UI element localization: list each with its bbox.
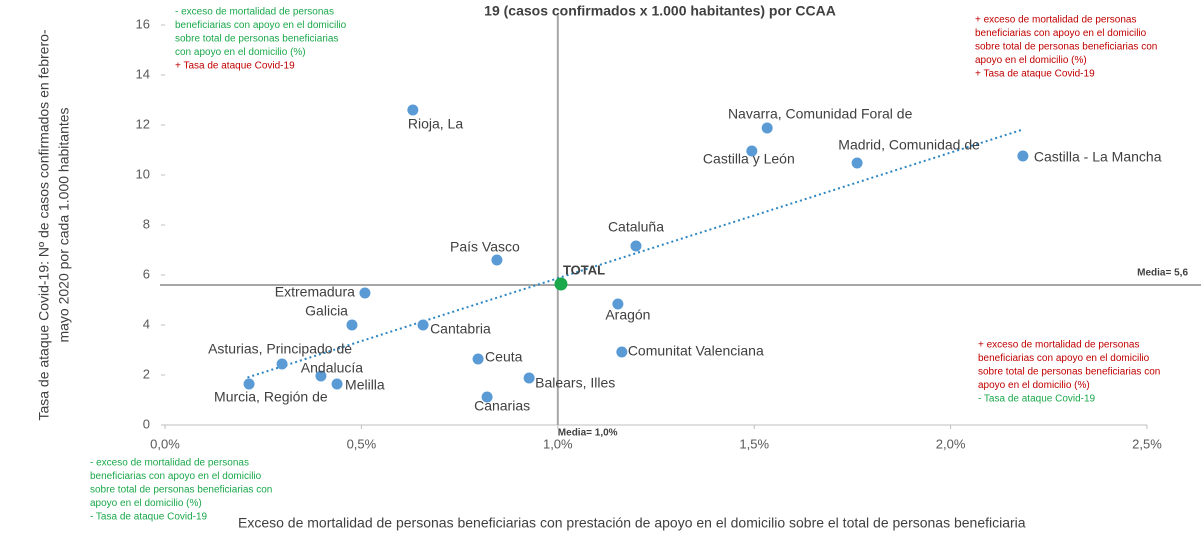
point — [851, 157, 863, 169]
point-label: Balears, Illes — [535, 375, 615, 391]
y-tick-label: 6 — [143, 266, 150, 281]
quadrant-note: sobre total de personas beneficiarias co… — [978, 367, 1160, 378]
y-tick-label: 0 — [143, 416, 150, 431]
quadrant-note: apoyo en el domicilio (%) — [975, 55, 1087, 66]
y-tick-label: 4 — [143, 316, 150, 331]
y-tick-label: 10 — [136, 166, 150, 181]
point-label: Rioja, La — [408, 116, 463, 132]
quadrant-note: - exceso de mortalidad de personas — [175, 7, 334, 18]
point — [359, 287, 371, 299]
total-point — [554, 277, 568, 291]
point — [346, 319, 358, 331]
quadrant-note: beneficiarias con apoyo en el domicilio — [975, 28, 1147, 39]
point-label: Castilla - La Mancha — [1034, 149, 1162, 165]
point — [491, 254, 503, 266]
x-tick-label: 0,5% — [347, 436, 377, 451]
point — [616, 346, 628, 358]
quadrant-note: beneficiarias con apoyo en el domicilio — [175, 20, 347, 31]
point — [612, 298, 624, 310]
point — [761, 122, 773, 134]
y-tick-label: 2 — [143, 366, 150, 381]
point — [331, 378, 343, 390]
point-label: Extremadura — [275, 284, 355, 300]
quadrant-note: con apoyo en el domicilio (%) — [175, 47, 306, 58]
point — [630, 240, 642, 252]
y-tick-label: 12 — [136, 116, 150, 131]
quadrant-note: sobre total de personas beneficiarias co… — [975, 42, 1157, 53]
point — [417, 319, 429, 331]
quadrant-note: sobre total de personas beneficiarias co… — [90, 485, 272, 496]
point-label: Melilla — [345, 377, 385, 393]
point — [481, 391, 493, 403]
total-label: TOTAL — [563, 262, 605, 277]
y-tick-label: 14 — [136, 66, 150, 81]
y-tick-label: 16 — [136, 16, 150, 31]
x-tick-label: 1,0% — [543, 436, 573, 451]
point — [746, 145, 758, 157]
quadrant-note: + Tasa de ataque Covid-19 — [175, 61, 295, 72]
quadrant-note: - Tasa de ataque Covid-19 — [90, 512, 208, 523]
point — [1017, 150, 1029, 162]
quadrant-note: apoyo en el domicilio (%) — [90, 498, 202, 509]
quadrant-note: - Tasa de ataque Covid-19 — [978, 394, 1096, 405]
point — [407, 104, 419, 116]
quadrant-note: + Tasa de ataque Covid-19 — [975, 69, 1095, 80]
point-label: Murcia, Región de — [214, 389, 328, 405]
x-tick-label: 1,5% — [739, 436, 769, 451]
point-label: Cantabria — [430, 321, 491, 337]
point-label: Cataluña — [608, 219, 664, 235]
point-label: Galicia — [305, 303, 348, 319]
x-tick-label: 2,5% — [1132, 436, 1162, 451]
quadrant-note: beneficiarias con apoyo en el domicilio — [90, 471, 262, 482]
point — [276, 358, 288, 370]
mean-label: Media= 5,6 — [1137, 268, 1188, 279]
quadrant-note: + exceso de mortalidad de personas — [978, 340, 1140, 351]
point — [472, 353, 484, 365]
quadrant-note: - exceso de mortalidad de personas — [90, 458, 249, 469]
point-label: Aragón — [605, 307, 650, 323]
point — [315, 370, 327, 382]
point — [523, 372, 535, 384]
point-label: Comunitat Valenciana — [628, 343, 764, 359]
y-axis-label: Tasa de ataque Covid-19: Nº de casos con… — [36, 29, 52, 420]
y-tick-label: 8 — [143, 216, 150, 231]
quadrant-note: apoyo en el domicilio (%) — [978, 380, 1090, 391]
quadrant-note: beneficiarias con apoyo en el domicilio — [978, 353, 1150, 364]
point-label: Navarra, Comunidad Foral de — [728, 106, 913, 122]
point-label: Castilla y León — [703, 151, 795, 167]
point-label: Asturias, Principado de — [208, 341, 352, 357]
quadrant-note: + exceso de mortalidad de personas — [975, 15, 1137, 26]
point-label: Ceuta — [485, 349, 523, 365]
trendline — [247, 129, 1022, 379]
y-axis-label: mayo 2020 por cada 1.000 habitantes — [56, 107, 72, 342]
x-tick-label: 2,0% — [936, 436, 966, 451]
point-label: Andalucía — [301, 360, 363, 376]
quadrant-note: sobre total de personas beneficiarias — [175, 34, 338, 45]
point-label: Canarias — [474, 398, 530, 414]
point-label: País Vasco — [450, 239, 520, 255]
point-label: Madrid, Comunidad de — [838, 137, 980, 153]
x-axis-label: Exceso de mortalidad de personas benefic… — [238, 515, 1026, 531]
chart-title: 19 (casos confirmados x 1.000 habitantes… — [484, 3, 836, 19]
point — [243, 378, 255, 390]
x-tick-label: 0,0% — [150, 436, 180, 451]
mean-label: Media= 1,0% — [558, 428, 618, 439]
